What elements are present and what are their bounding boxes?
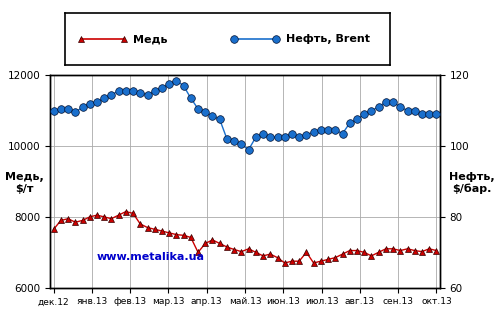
Нефть, Brent bbox=[325, 128, 331, 132]
Text: Нефть,
$/бар.: Нефть, $/бар. bbox=[450, 172, 495, 194]
Медь bbox=[282, 261, 288, 265]
Нефть, Brent bbox=[274, 135, 280, 139]
Text: www.metalika.ua: www.metalika.ua bbox=[97, 252, 205, 262]
Text: Нефть, Brent: Нефть, Brent bbox=[286, 34, 370, 44]
Text: Медь: Медь bbox=[133, 34, 168, 44]
Медь bbox=[296, 259, 302, 263]
Line: Нефть, Brent: Нефть, Brent bbox=[50, 77, 440, 153]
Нефть, Brent bbox=[246, 148, 252, 152]
Нефть, Brent bbox=[202, 111, 208, 114]
Нефть, Brent bbox=[50, 109, 56, 112]
Медь bbox=[116, 213, 121, 217]
Нефть, Brent bbox=[296, 135, 302, 139]
Нефть, Brent bbox=[116, 89, 121, 93]
Медь bbox=[325, 257, 331, 261]
Медь bbox=[289, 259, 295, 263]
Медь bbox=[434, 249, 440, 252]
Нефть, Brent bbox=[289, 132, 295, 136]
Медь bbox=[202, 242, 208, 246]
Нефть, Brent bbox=[434, 112, 440, 116]
Медь bbox=[50, 227, 56, 231]
Нефть, Brent bbox=[174, 78, 180, 82]
Line: Медь: Медь bbox=[50, 209, 440, 266]
Медь bbox=[268, 252, 274, 256]
Text: Медь,
$/т: Медь, $/т bbox=[5, 172, 44, 194]
Медь bbox=[123, 210, 129, 214]
